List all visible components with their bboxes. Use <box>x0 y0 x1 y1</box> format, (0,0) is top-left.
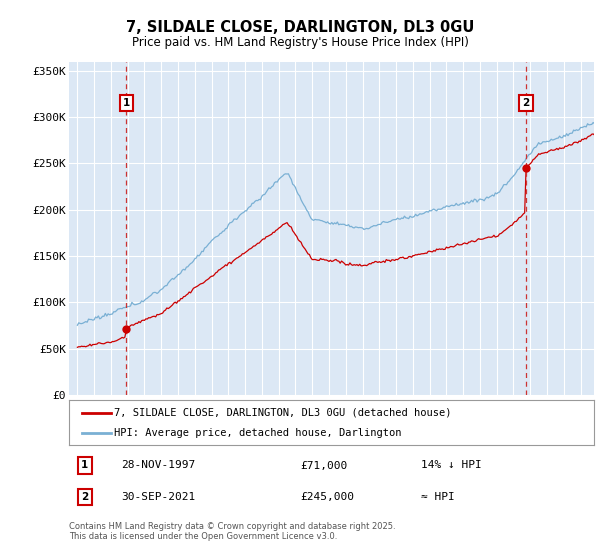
Text: 7, SILDALE CLOSE, DARLINGTON, DL3 0GU: 7, SILDALE CLOSE, DARLINGTON, DL3 0GU <box>126 20 474 35</box>
Text: Contains HM Land Registry data © Crown copyright and database right 2025.
This d: Contains HM Land Registry data © Crown c… <box>69 522 395 542</box>
Text: ≈ HPI: ≈ HPI <box>421 492 455 502</box>
Text: 2: 2 <box>523 98 530 108</box>
Text: 1: 1 <box>81 460 88 470</box>
Text: 14% ↓ HPI: 14% ↓ HPI <box>421 460 482 470</box>
Text: £71,000: £71,000 <box>300 460 347 470</box>
Text: £245,000: £245,000 <box>300 492 354 502</box>
Text: 28-NOV-1997: 28-NOV-1997 <box>121 460 196 470</box>
Text: 1: 1 <box>122 98 130 108</box>
Text: 7, SILDALE CLOSE, DARLINGTON, DL3 0GU (detached house): 7, SILDALE CLOSE, DARLINGTON, DL3 0GU (d… <box>113 408 451 418</box>
Text: Price paid vs. HM Land Registry's House Price Index (HPI): Price paid vs. HM Land Registry's House … <box>131 36 469 49</box>
Text: 2: 2 <box>81 492 88 502</box>
Text: 30-SEP-2021: 30-SEP-2021 <box>121 492 196 502</box>
Text: HPI: Average price, detached house, Darlington: HPI: Average price, detached house, Darl… <box>113 428 401 438</box>
